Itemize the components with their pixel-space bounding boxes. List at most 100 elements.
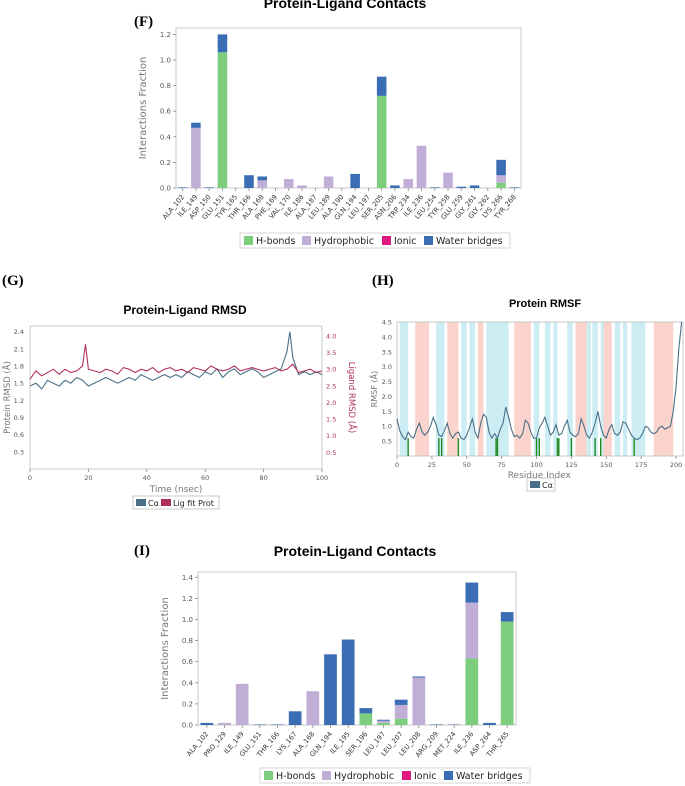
chart-h-xlabel: Residue Index [508, 471, 572, 481]
chart-g-xtick-label: 0 [28, 474, 32, 482]
chart-g-xtick-label: 20 [84, 474, 92, 482]
chart-i-bar-water-bridges [271, 724, 284, 726]
chart-i-ytick-label: 0.8 [182, 637, 193, 645]
chart-i-legend-swatch [322, 771, 331, 780]
chart-f-legend-label: Hydrophobic [314, 236, 374, 247]
chart-h-helix-band [603, 322, 612, 456]
chart-i-bar-water-bridges [341, 639, 355, 725]
chart-g-ytick-label: 1.5 [14, 380, 24, 388]
chart-h-xtick-label: 200 [670, 461, 682, 469]
chart-f-bar-hydrophobic [297, 185, 307, 188]
chart-i-bar-water-bridges [200, 722, 214, 725]
chart-h-xtick-label: 0 [395, 461, 399, 469]
chart-f-bar-hydrophobic [284, 179, 294, 188]
chart-f-ytick-label: 0.4 [160, 133, 172, 141]
chart-h-legend-label: Cα [542, 481, 553, 490]
chart-h-ytick-label: 3.0 [382, 363, 392, 371]
chart-h-helix-band [477, 322, 484, 456]
chart-f-bar-water-bridges [204, 187, 214, 188]
chart-f-bar-hydrophobic [257, 180, 268, 188]
chart-i-legend-swatch [444, 771, 453, 780]
chart-i-bar-water-bridges [412, 676, 426, 678]
chart-f-ytick-label: 1.0 [160, 57, 171, 65]
chart-i-bar-water-bridges [394, 699, 408, 705]
chart-h-strand-band [592, 322, 598, 456]
chart-f-bar-hydrophobic [403, 179, 413, 188]
chart-g-y2tick-label: 2.5 [326, 382, 336, 390]
chart-f-bar-hydrophobic [191, 127, 201, 188]
chart-f-legend-swatch [424, 236, 433, 245]
chart-f-bar-water-bridges [244, 175, 254, 188]
chart-g-y2tick-label: 1.0 [326, 432, 336, 440]
chart-f-bar-hydrophobic [496, 175, 506, 183]
chart-h-strand-band [631, 322, 646, 456]
chart-g-xtick-label: 60 [201, 474, 209, 482]
chart-g-xtick-label: 40 [143, 474, 151, 482]
chart-f-ytick-label: 0.0 [160, 185, 171, 193]
chart-i-ytick-label: 0.0 [182, 722, 193, 730]
chart-h-strand-band [461, 322, 467, 456]
chart-h-ytick-label: 2.5 [382, 378, 392, 386]
chart-f-bar-water-bridges [257, 176, 268, 181]
chart-g-ytick-label: 0.3 [14, 448, 24, 456]
chart-g-line-ligand [29, 344, 323, 380]
chart-i-bar-water-bridges [253, 724, 267, 726]
chart-h-strand-band [486, 322, 509, 456]
chart-i-bar-hydrophobic [447, 723, 461, 725]
chart-h-helix-band [415, 322, 430, 456]
chart-i-bar-hydrophobic [377, 720, 390, 723]
chart-g-legend-label: Lig fit Prot [173, 499, 214, 508]
chart-f-bar-water-bridges [496, 159, 506, 176]
chart-h-title: Protein RMSF [508, 298, 582, 310]
chart-h-strand-band [469, 322, 476, 456]
chart-i-legend-swatch [402, 771, 411, 780]
chart-f-ytick-label: 0.2 [160, 159, 171, 167]
chart-f-ylabel: Interactions Fraction [138, 57, 149, 160]
chart-i-bar-water-bridges [500, 612, 514, 622]
chart-f-ytick-label: 0.6 [160, 108, 172, 116]
chart-h-xtick-label: 50 [463, 461, 471, 469]
chart-g-ylabel: Protein RMSD (Å) [1, 361, 13, 434]
chart-i-bar-h-bonds [394, 718, 408, 725]
chart-f-bar-water-bridges [429, 187, 440, 188]
chart-f-bar-h-bonds [376, 95, 387, 188]
chart-i-ytick-label: 1.2 [182, 595, 193, 603]
chart-h-xtick-label: 125 [565, 461, 577, 469]
chart-h-strand-band [586, 322, 591, 456]
chart-h-strand-band [533, 322, 540, 456]
chart-h-strand-band [600, 322, 604, 456]
chart-f-legend-label: Ionic [394, 236, 417, 247]
chart-i-legend-label: Ionic [414, 771, 437, 782]
chart-i-bar-water-bridges [324, 654, 337, 725]
chart-f-plot-frame [175, 27, 522, 189]
chart-g-plot-frame [29, 325, 323, 470]
panel-label-i: (I) [134, 543, 150, 559]
chart-f-legend-swatch [244, 236, 253, 245]
chart-g-legend-label: Cα [148, 499, 159, 508]
chart-g-line-protein [29, 331, 323, 390]
chart-i-bar-h-bonds [377, 722, 390, 725]
chart-h-ytick-label: 2.0 [382, 393, 392, 401]
chart-i-bar-h-bonds [500, 621, 514, 725]
chart-f-legend-label: H-bonds [256, 236, 295, 247]
chart-f-title: Protein-Ligand Contacts [263, 0, 427, 11]
chart-h-strand-band [544, 322, 551, 456]
chart-g-xtick-label: 100 [316, 474, 328, 482]
chart-g-legend-swatch [136, 499, 146, 506]
chart-f-legend-label: Water bridges [436, 236, 503, 247]
chart-g-ytick-label: 2.4 [14, 328, 24, 336]
chart-g-y2tick-label: 0.5 [326, 449, 336, 457]
chart-h-strand-band [553, 322, 558, 456]
chart-h-legend-swatch [530, 481, 540, 488]
chart-g-legend-swatch [161, 499, 171, 506]
chart-h-helix-band [653, 322, 674, 456]
chart-i-bar-water-bridges [465, 582, 479, 603]
chart-i-title: Protein-Ligand Contacts [273, 543, 437, 559]
panel-label-f: (F) [134, 14, 154, 30]
chart-f-bar-water-bridges [217, 34, 228, 53]
chart-g-ytick-label: 1.2 [14, 397, 24, 405]
chart-f-bar-water-bridges [350, 173, 360, 188]
chart-f-bar-water-bridges [177, 187, 188, 188]
chart-i-ytick-label: 0.6 [182, 658, 194, 666]
